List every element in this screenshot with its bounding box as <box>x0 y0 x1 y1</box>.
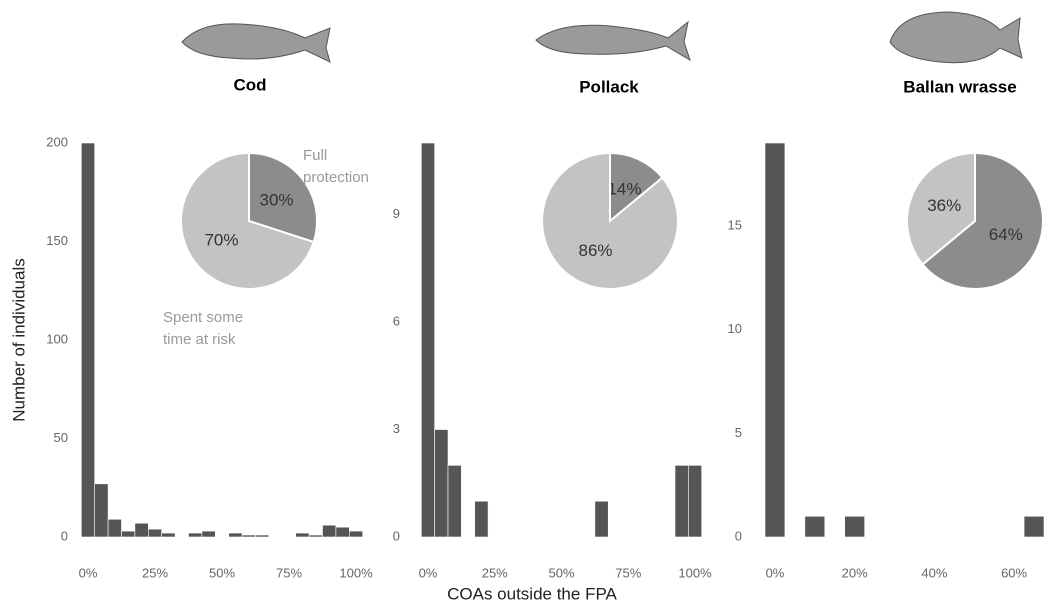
histogram-bar <box>255 534 270 538</box>
histogram-bar <box>335 526 350 538</box>
fish-illustration <box>181 11 1023 64</box>
histogram-bar <box>134 522 149 538</box>
y-tick-label: 9 <box>393 206 400 221</box>
histogram-bar <box>688 465 702 538</box>
pie-value-label: 36% <box>927 196 961 215</box>
y-tick-label: 0 <box>61 528 68 543</box>
x-tick-label: 75% <box>276 565 302 580</box>
histogram-bar <box>348 530 363 538</box>
histogram-bar <box>1023 515 1044 538</box>
histogram-bar <box>81 142 96 538</box>
pie-value-label: 64% <box>989 225 1023 244</box>
x-tick-label: 0% <box>79 565 98 580</box>
histogram-bar <box>674 465 689 538</box>
pie-value-label: 70% <box>204 230 238 249</box>
histogram-bar <box>241 534 256 538</box>
x-tick-label: 50% <box>209 565 235 580</box>
pie-value-label: 86% <box>579 241 613 260</box>
y-tick-label: 5 <box>735 425 742 440</box>
x-tick-label: 100% <box>339 565 373 580</box>
pie-slice <box>180 151 315 290</box>
histogram-bar <box>308 534 323 538</box>
y-tick-label: 15 <box>728 217 742 232</box>
x-axis-label: COAs outside the FPA <box>447 584 617 603</box>
pie-slice <box>609 151 664 224</box>
pie-category-label: Full protection <box>303 147 369 186</box>
histogram-bar <box>107 518 122 538</box>
pie-slice <box>921 151 1044 290</box>
histogram-bar <box>804 515 826 538</box>
histogram-bar <box>594 500 609 538</box>
pie-slice <box>248 151 318 244</box>
histogram-bar <box>161 532 176 538</box>
x-tick-label: 20% <box>842 565 868 580</box>
histogram-bar <box>844 515 865 538</box>
histogram-bar <box>121 530 136 538</box>
histogram-bar <box>322 524 337 538</box>
histogram-bar <box>434 429 449 538</box>
x-tick-label: 75% <box>615 565 641 580</box>
y-tick-label: 200 <box>46 134 68 149</box>
pie-value-label: 30% <box>259 190 293 209</box>
histogram-bar <box>420 142 435 538</box>
y-tick-label: 100 <box>46 331 68 346</box>
y-tick-label: 6 <box>393 314 400 329</box>
pie-category-label: Spent some time at risk <box>163 309 244 348</box>
histogram-bar <box>295 532 310 538</box>
y-tick-label: 0 <box>735 528 742 543</box>
histogram-bar <box>201 530 216 538</box>
y-tick-label: 150 <box>46 233 68 248</box>
x-tick-label: 60% <box>1001 565 1027 580</box>
panel-title: Pollack <box>579 77 639 96</box>
pie-slice <box>906 151 976 266</box>
histogram-bar <box>447 465 462 538</box>
y-tick-label: 3 <box>393 421 400 436</box>
pie-value-label: 14% <box>607 180 641 199</box>
x-tick-label: 0% <box>766 565 785 580</box>
panel-title: Cod <box>233 75 266 94</box>
x-tick-label: 50% <box>548 565 574 580</box>
histogram-bar <box>188 532 203 538</box>
y-tick-label: 50 <box>54 430 68 445</box>
y-axis-label: Number of individuals <box>9 258 28 421</box>
histogram-bar <box>148 528 163 538</box>
pie-slice <box>541 151 679 290</box>
x-tick-label: 0% <box>419 565 438 580</box>
histogram-bar <box>228 532 243 538</box>
histogram-bar <box>764 142 786 538</box>
x-tick-label: 25% <box>142 565 168 580</box>
x-tick-label: 25% <box>482 565 508 580</box>
x-tick-label: 100% <box>678 565 712 580</box>
y-tick-label: 10 <box>728 321 742 336</box>
histogram-bar <box>474 500 489 538</box>
y-tick-label: 0 <box>393 528 400 543</box>
panel-title: Ballan wrasse <box>903 77 1016 96</box>
histogram-bar <box>94 483 109 538</box>
x-tick-label: 40% <box>921 565 947 580</box>
